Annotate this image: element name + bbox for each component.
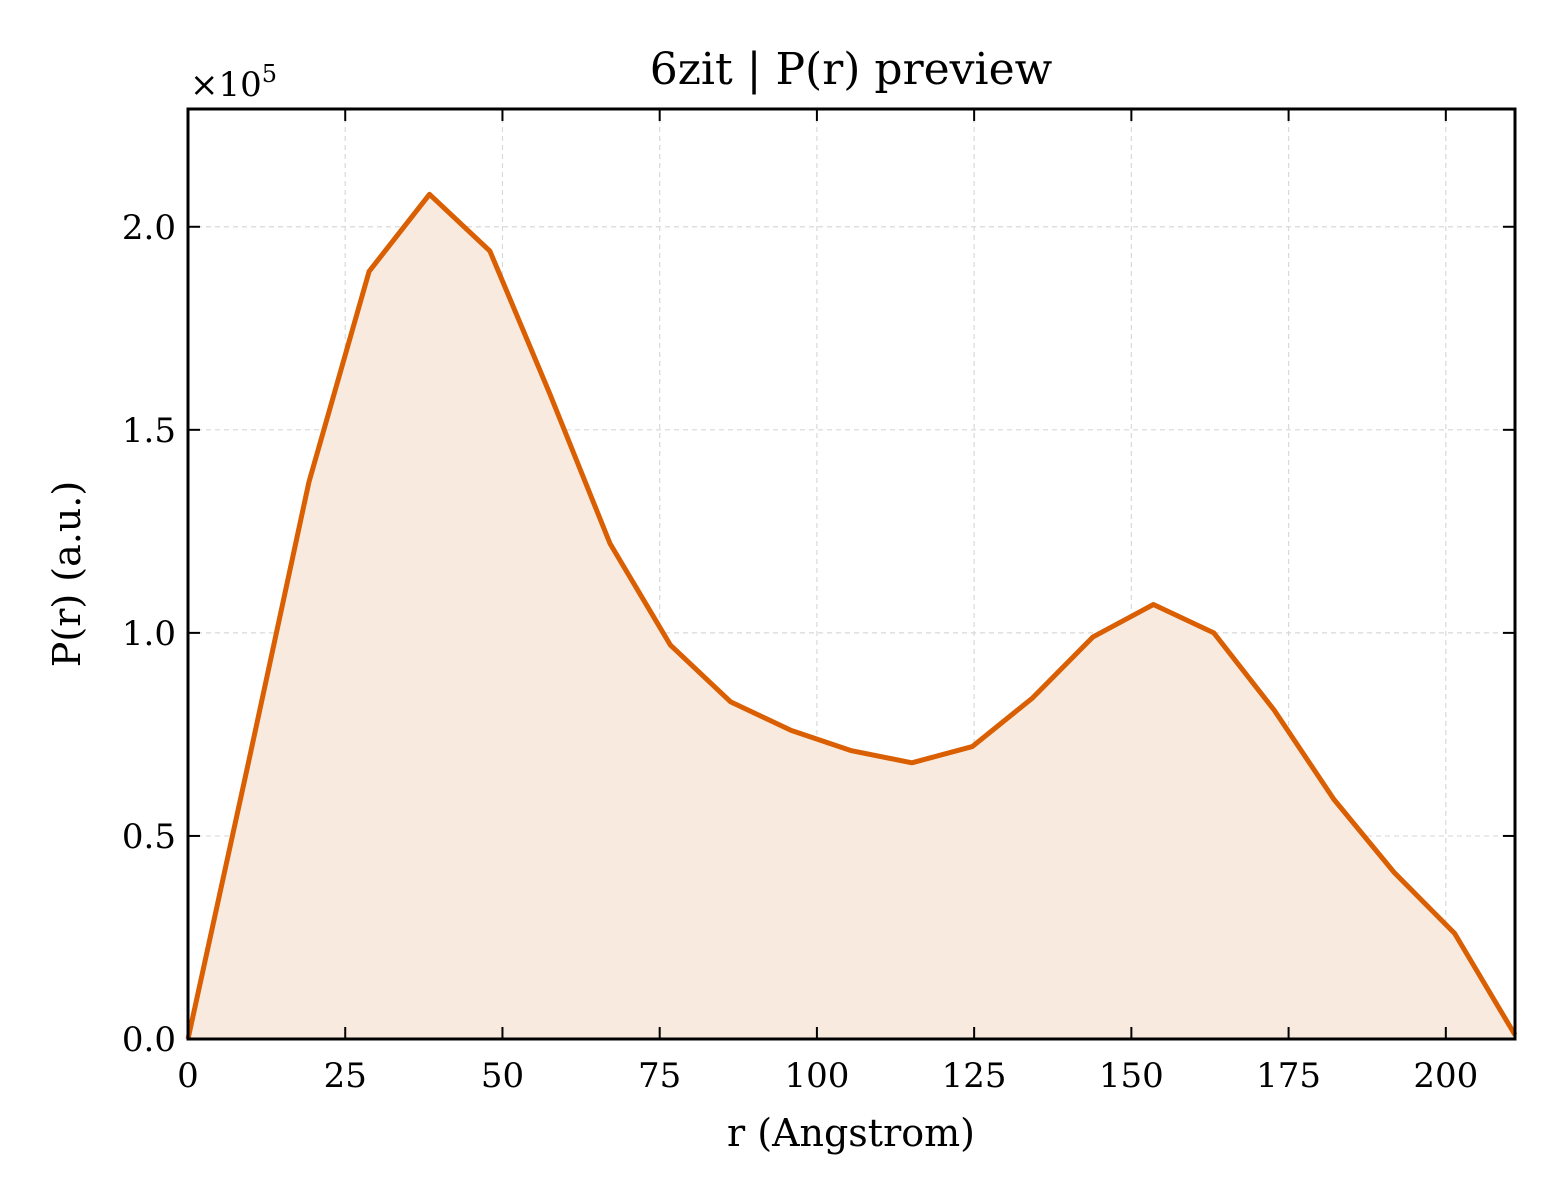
x-tick-label: 75 [638,1056,681,1096]
x-tick-label: 50 [481,1056,524,1096]
chart-title: 6zit | P(r) preview [650,44,1053,95]
x-tick-label: 125 [942,1056,1007,1096]
data-layer [185,191,1518,1040]
x-tick-label: 200 [1413,1056,1478,1096]
x-tick-label: 175 [1256,1056,1321,1096]
tick-layer: 0 25 50 75 100 125 150 175 200 0.0 0.5 1.0 1.5 2.0 [122,109,1515,1096]
y-axis-label: P(r) (a.u.) [45,481,89,667]
y-tick-label: 0.0 [122,1020,176,1060]
y-tick-label: 1.0 [122,614,176,654]
pr-area-fill [188,194,1515,1040]
x-tick-label: 25 [324,1056,367,1096]
x-tick-label: 100 [784,1056,849,1096]
x-tick-label: 150 [1099,1056,1164,1096]
x-axis-label: r (Angstrom) [727,1111,975,1155]
y-tick-label: 2.0 [122,208,176,248]
y-tick-label: 1.5 [122,411,176,451]
y-multiplier-exponent: 5 [262,60,277,88]
y-axis-multiplier: ×105 [190,60,277,105]
plot-frame [186,107,1517,1041]
x-tick-label: 0 [177,1056,199,1096]
y-tick-label: 0.5 [122,817,176,857]
pr-curve-line [185,191,1518,1040]
y-multiplier-base: ×10 [190,65,262,105]
